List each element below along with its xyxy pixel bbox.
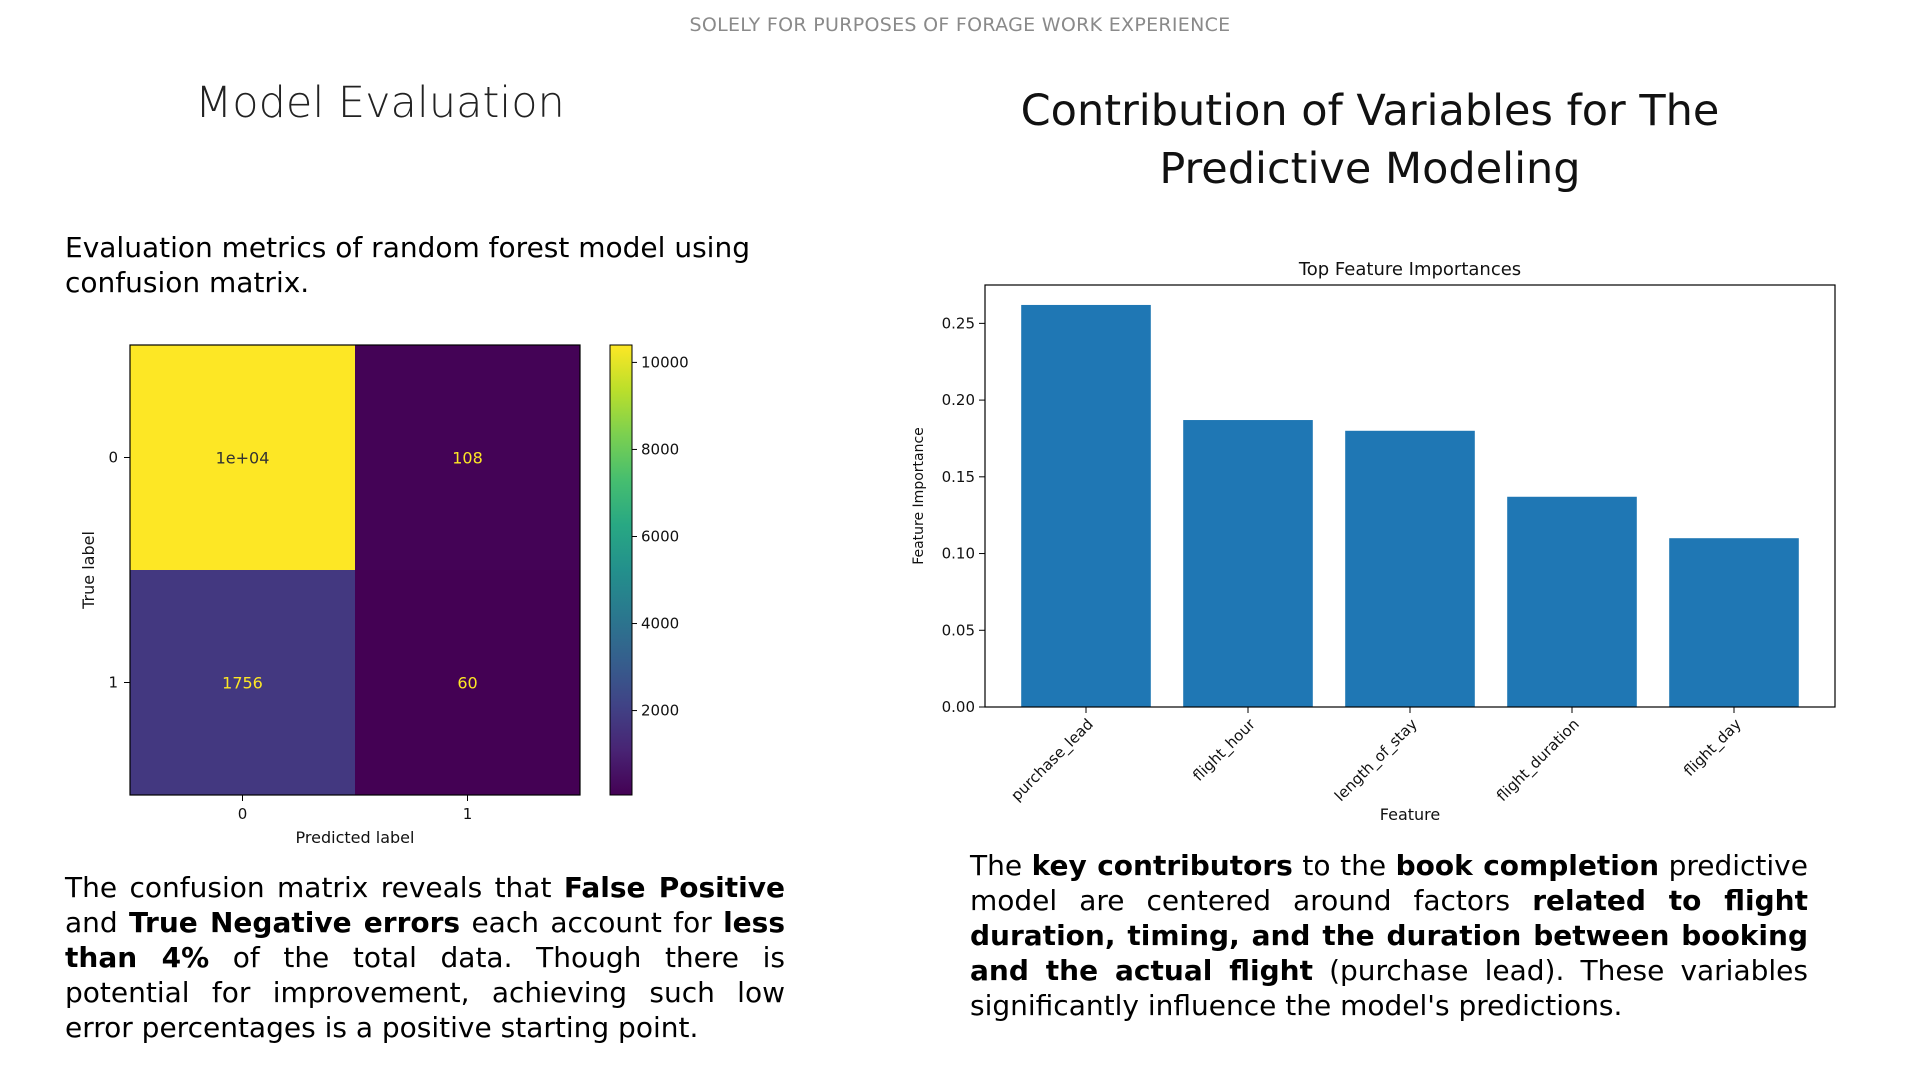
y-tick-label: 0.10 [942, 545, 975, 563]
chart-title: Top Feature Importances [1298, 259, 1521, 280]
feature-bar [1183, 420, 1313, 707]
feature-bar [1507, 496, 1637, 707]
matrix-cell-label: 1756 [222, 674, 263, 693]
y-tick-label: 0.15 [942, 468, 975, 486]
colorbar-tick-label: 4000 [641, 615, 679, 633]
colorbar-tick-label: 6000 [641, 527, 679, 545]
paragraph-run: and [65, 906, 130, 939]
matrix-cell [355, 570, 580, 795]
feature-bar [1669, 538, 1799, 707]
left-section-title: Model Evaluation [195, 78, 565, 128]
paragraph-run: The confusion matrix reveals that [65, 871, 564, 904]
feature-bar [1345, 430, 1475, 707]
paragraph-bold-run: key contributors [1031, 849, 1293, 882]
matrix-frame [129, 344, 581, 796]
matrix-cell-label: 1e+04 [216, 449, 270, 468]
colorbar [609, 344, 633, 796]
paragraph-run: The [970, 849, 1032, 882]
left-intro-text: Evaluation metrics of random forest mode… [65, 231, 750, 299]
matrix-cell-label: 60 [457, 674, 477, 693]
paragraph-bold-run: False Positive [563, 871, 785, 904]
x-tick-label: flight_duration [1493, 715, 1584, 806]
paragraph-run: predictive model are centered around fac… [970, 849, 1808, 917]
y-tick-label: 0.00 [942, 698, 975, 716]
x-tick-label: 0 [238, 805, 248, 823]
y-tick-label: 0.05 [942, 621, 975, 639]
plot-frame [984, 284, 1836, 708]
x-tick-label: purchase_lead [1007, 715, 1097, 805]
colorbar-tick-label: 2000 [641, 702, 679, 720]
paragraph-bold-run: book completion [1395, 849, 1659, 882]
paragraph-run: each account for [460, 906, 724, 939]
y-tick-label: 1 [108, 674, 118, 692]
paragraph-run: (purchase lead). These variables signifi… [970, 954, 1808, 1022]
y-tick-label: 0.20 [942, 391, 975, 409]
confusion-matrix-chart: 1e+04 108 1756 60 0 1 0 1 Predicted label True la… [79, 344, 689, 847]
matrix-cell [130, 570, 355, 795]
paragraph-run: to the [1292, 849, 1396, 882]
left-explanation-paragraph: The confusion matrix reveals that False … [65, 870, 785, 1045]
x-tick-label: flight_day [1680, 715, 1746, 781]
y-axis-label: True label [79, 531, 98, 610]
y-tick-label: 0 [108, 449, 118, 467]
x-tick-label: 1 [463, 805, 473, 823]
right-section-title: Contribution of Variables for The Predic… [1020, 86, 1720, 194]
matrix-cell [355, 345, 580, 570]
slide-banner: SOLELY FOR PURPOSES OF FORAGE WORK EXPER… [689, 14, 1231, 36]
x-tick-label: flight_hour [1189, 715, 1260, 786]
matrix-cell [130, 345, 355, 570]
x-tick-label: length_of_stay [1331, 715, 1422, 806]
paragraph-bold-run: True Negative errors [129, 906, 461, 939]
matrix-cell-label: 108 [452, 449, 483, 468]
colorbar-tick-label: 8000 [641, 440, 679, 458]
y-axis-label: Feature Importance [911, 427, 927, 565]
x-axis-label: Feature [1380, 805, 1440, 824]
x-axis-label: Predicted label [296, 828, 415, 847]
right-explanation-paragraph: The key contributors to the book complet… [970, 848, 1808, 1023]
feature-importance-chart: Top Feature Importances purchase_lead flig… [911, 259, 1836, 824]
feature-bar [1021, 304, 1151, 707]
colorbar-tick-label: 10000 [641, 353, 689, 371]
paragraph-run: of the total data. Though there is poten… [65, 941, 785, 1044]
paragraph-bold-run: less than 4% [65, 906, 785, 974]
y-tick-label: 0.25 [942, 314, 975, 332]
paragraph-bold-run: related to flight duration, timing, and … [970, 884, 1808, 987]
